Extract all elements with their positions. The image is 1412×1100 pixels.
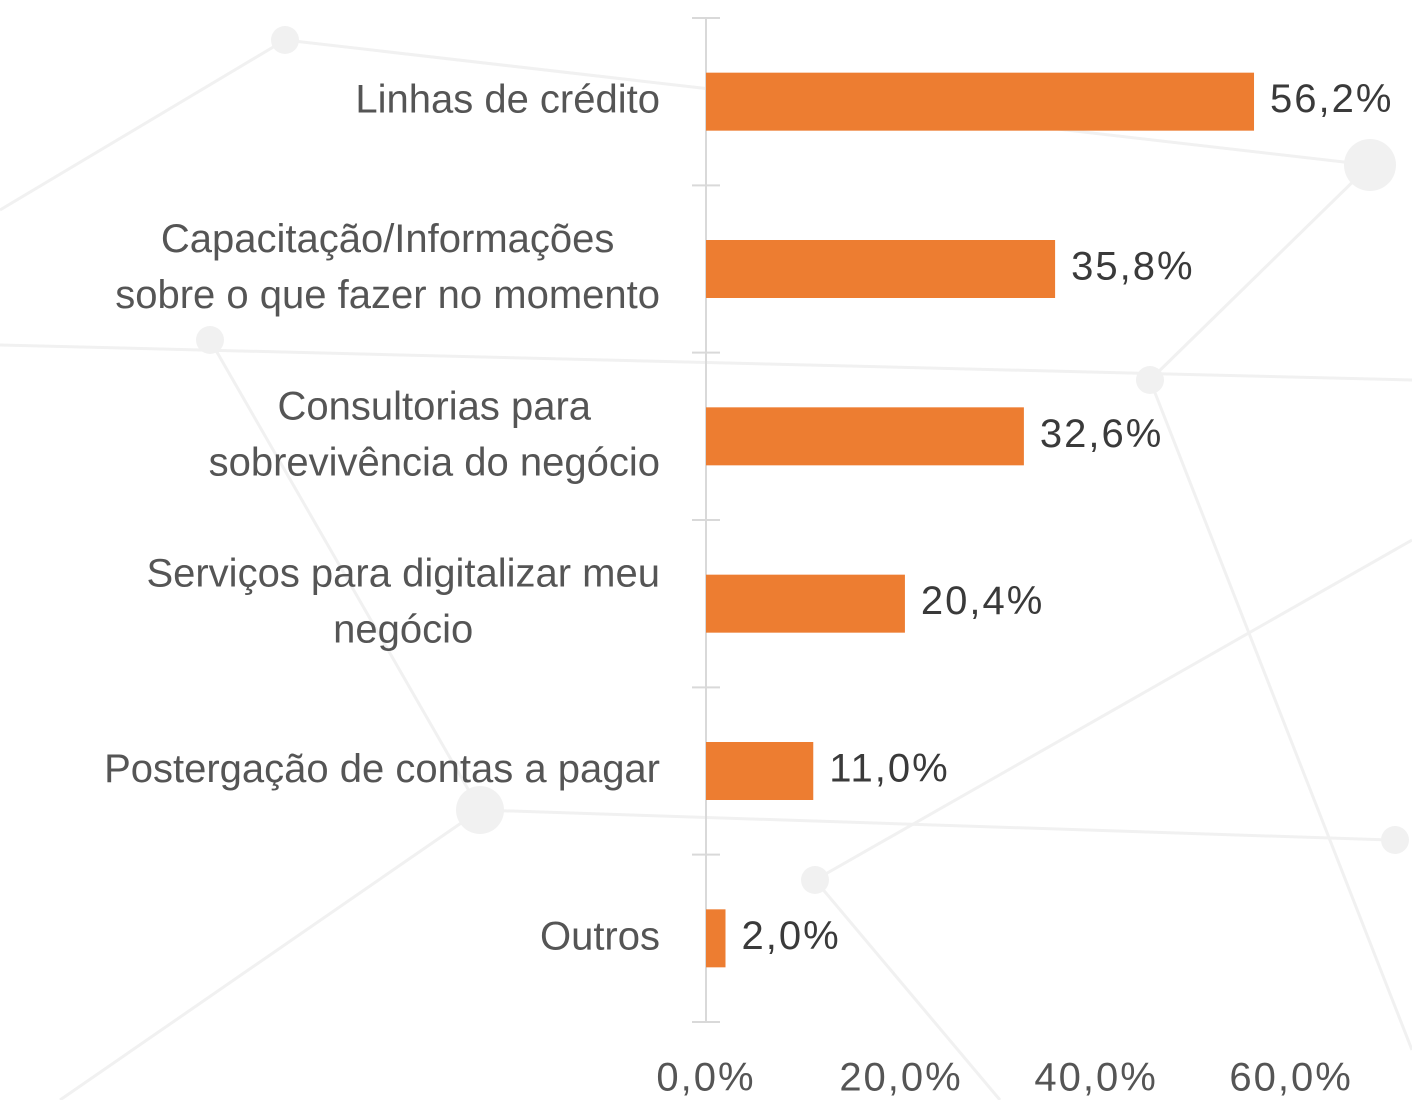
x-tick-label: 60,0%	[1229, 1056, 1352, 1100]
category-label: Linhas de crédito	[355, 77, 660, 121]
category-label: Outros	[540, 914, 660, 958]
bar	[706, 742, 814, 800]
category-label-line: Consultorias para	[278, 384, 592, 428]
value-label: 35,8%	[1071, 245, 1194, 289]
category-label-line: sobrevivência do negócio	[209, 440, 660, 484]
value-label: 11,0%	[829, 747, 949, 791]
bar	[706, 72, 1255, 131]
value-label: 56,2%	[1270, 77, 1393, 121]
background-pattern	[0, 26, 1412, 1100]
x-tick-label: 20,0%	[839, 1056, 962, 1100]
category-label: Serviços para digitalizar meu negócio	[146, 551, 660, 651]
bar	[706, 407, 1024, 466]
x-tick-label: 40,0%	[1034, 1056, 1157, 1100]
value-label: 20,4%	[921, 579, 1044, 623]
category-label-line: Serviços para digitalizar meu	[146, 551, 660, 595]
category-label-line: Outros	[540, 914, 660, 958]
value-label: 32,6%	[1040, 412, 1163, 456]
category-label-line: sobre o que fazer no momento	[115, 273, 660, 317]
bar	[706, 909, 726, 968]
category-label: Capacitação/Informações sobre o que fazer…	[115, 217, 660, 317]
category-label-line: negócio	[333, 607, 473, 651]
x-tick-label: 0,0%	[656, 1056, 755, 1100]
bar	[706, 574, 905, 633]
category-label-line: Postergação de contas a pagar	[104, 747, 660, 791]
category-label-line: Capacitação/Informações	[161, 217, 615, 261]
category-label: Consultorias para sobrevivência do negóci…	[209, 384, 660, 484]
value-label: 2,0%	[742, 914, 841, 958]
category-label: Postergação de contas a pagar	[104, 747, 660, 791]
bar	[706, 240, 1056, 298]
category-label-line: Linhas de crédito	[355, 77, 660, 121]
